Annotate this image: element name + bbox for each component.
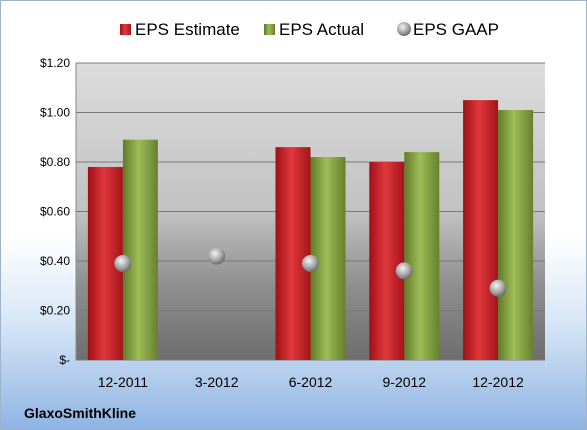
legend-swatch-eps-estimate bbox=[120, 24, 131, 35]
gaap-markers bbox=[114, 247, 507, 297]
x-tick-label: 3-2012 bbox=[195, 374, 239, 390]
bar-eps-actual bbox=[404, 152, 440, 360]
company-name: GlaxoSmithKline bbox=[24, 405, 136, 421]
bar-eps-estimate bbox=[463, 100, 499, 360]
legend-swatch-eps-gaap bbox=[397, 22, 411, 36]
x-tick-label: 6-2012 bbox=[289, 374, 333, 390]
y-axis-tick-labels: $- $0.20 $0.40 $0.60 $0.80 $1.00 $1.20 bbox=[40, 56, 70, 367]
x-axis-tick-labels: 12-2011 3-2012 6-2012 9-2012 12-2012 bbox=[98, 374, 524, 390]
y-tick-label: $0.20 bbox=[40, 304, 70, 318]
bar-eps-estimate bbox=[275, 147, 311, 360]
y-tick-label: $0.40 bbox=[40, 254, 70, 268]
legend-label: EPS GAAP bbox=[413, 20, 499, 39]
x-tick-label: 9-2012 bbox=[383, 374, 427, 390]
marker-eps-gaap bbox=[302, 254, 319, 272]
bar-eps-actual bbox=[122, 139, 158, 360]
legend-label: EPS Estimate bbox=[135, 20, 240, 39]
y-tick-label: $- bbox=[59, 353, 70, 367]
bar-eps-estimate bbox=[369, 162, 405, 360]
y-tick-label: $0.60 bbox=[40, 205, 70, 219]
marker-eps-gaap bbox=[208, 247, 226, 265]
bar-eps-actual bbox=[498, 110, 534, 361]
legend-swatch-eps-actual bbox=[264, 24, 275, 35]
x-tick-label: 12-2011 bbox=[98, 374, 149, 390]
y-tick-label: $1.00 bbox=[40, 106, 70, 120]
legend: EPS Estimate EPS Actual EPS GAAP bbox=[120, 20, 499, 39]
y-tick-label: $0.80 bbox=[40, 155, 70, 169]
x-tick-label: 12-2012 bbox=[472, 374, 524, 390]
marker-eps-gaap bbox=[114, 254, 132, 272]
marker-eps-gaap bbox=[395, 262, 413, 280]
y-tick-label: $1.20 bbox=[40, 56, 70, 70]
legend-label: EPS Actual bbox=[279, 20, 364, 39]
marker-eps-gaap bbox=[489, 279, 507, 297]
